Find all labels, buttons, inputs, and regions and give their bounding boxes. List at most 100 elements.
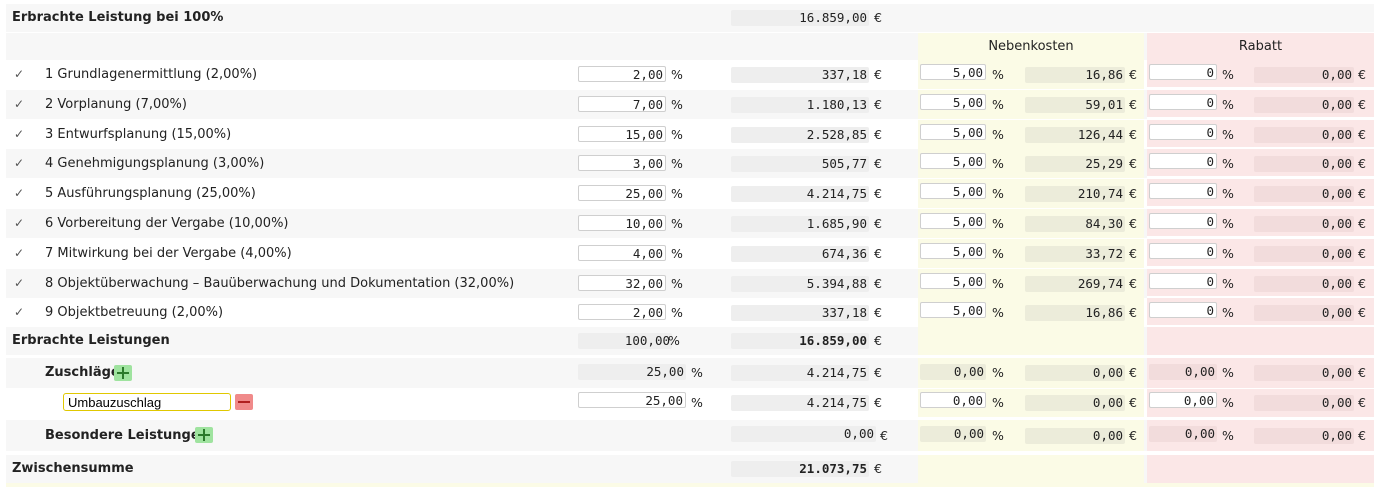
umbau-rb-pct-input[interactable]: 0,00	[1149, 392, 1217, 408]
phase-rb-pct-input[interactable]: 0	[1149, 302, 1217, 318]
phase-nk-pct-input[interactable]: 5,00	[920, 94, 986, 110]
phase-nk-amount: 25,29	[1025, 156, 1125, 172]
phase-checkbox[interactable]: ✓	[14, 127, 25, 141]
phase-nk-pct-input[interactable]: 5,00	[920, 183, 986, 199]
phase-nk-pct-input[interactable]: 5,00	[920, 153, 986, 169]
zuschlaege-nk-pct-unit: %	[992, 365, 1004, 380]
phase-pct-unit: %	[671, 246, 683, 261]
zwischensumme-nk-cell	[918, 455, 1144, 483]
phase-nk-cell: 5,00% 126,44 €	[918, 120, 1144, 149]
phase-currency: €	[874, 156, 882, 171]
phase-nk-pct-unit: %	[992, 246, 1004, 261]
phase-pct-input[interactable]: 2,00	[578, 66, 666, 82]
phase-rb-pct-input[interactable]: 0	[1149, 243, 1217, 259]
phase-rb-pct-input[interactable]: 0	[1149, 183, 1217, 199]
phase-pct-unit: %	[671, 97, 683, 112]
besondere-currency: €	[880, 428, 888, 443]
umbau-nk-pct-input[interactable]: 0,00	[920, 392, 986, 408]
phase-pct-unit: %	[671, 67, 683, 82]
phase-amount: 337,18	[731, 67, 869, 83]
phase-checkbox[interactable]: ✓	[14, 67, 25, 81]
zuschlaege-row: Zuschläge 25,00 % 4.214,75 € 0,00 % 0,00…	[6, 358, 1374, 388]
phase-rb-pct-input[interactable]: 0	[1149, 124, 1217, 140]
phase-pct-input[interactable]: 3,00	[578, 155, 666, 171]
add-zuschlag-button[interactable]	[114, 365, 132, 381]
phase-rb-currency: €	[1358, 276, 1366, 291]
phase-pct-input[interactable]: 2,00	[578, 304, 666, 320]
phase-rb-pct-unit: %	[1222, 127, 1234, 142]
phase-amount: 1.180,13	[731, 97, 869, 113]
phase-checkbox[interactable]: ✓	[14, 276, 25, 290]
phase-row: ✓ 9 Objektbetreuung (2,00%) 2,00% 337,18 €5,…	[6, 298, 1374, 327]
phase-rb-pct-input[interactable]: 0	[1149, 64, 1217, 80]
besondere-rb-cell: 0,00 % 0,00 €	[1147, 420, 1374, 451]
phase-checkbox[interactable]: ✓	[14, 246, 25, 260]
phase-pct-input[interactable]: 25,00	[578, 185, 666, 201]
phase-checkbox[interactable]: ✓	[14, 216, 25, 230]
phase-pct-unit: %	[671, 216, 683, 231]
add-besondere-button[interactable]	[195, 427, 213, 443]
phase-rb-amount: 0,00	[1254, 67, 1354, 83]
zuschlaege-nk-cell: 0,00 % 0,00 €	[918, 358, 1144, 388]
phase-nk-currency: €	[1129, 305, 1137, 320]
phase-nk-pct-input[interactable]: 5,00	[920, 302, 986, 318]
phase-pct-unit: %	[671, 276, 683, 291]
phase-checkbox[interactable]: ✓	[14, 186, 25, 200]
phase-nk-pct-input[interactable]: 5,00	[920, 273, 986, 289]
remove-umbau-button[interactable]	[235, 394, 253, 410]
phase-pct-input[interactable]: 10,00	[578, 215, 666, 231]
phase-nk-pct-input[interactable]: 5,00	[920, 64, 986, 80]
umbau-pct-input[interactable]: 25,00	[578, 392, 686, 408]
umbau-row: 25,00 % 4.214,75 € 0,00 % 0,00 € 0,00 % …	[6, 389, 1374, 417]
zwischensumme-label: Zwischensumme	[12, 461, 134, 476]
phase-checkbox[interactable]: ✓	[14, 156, 25, 170]
phase-rb-cell: 0% 0,00 €	[1147, 298, 1374, 327]
phase-pct-input[interactable]: 7,00	[578, 96, 666, 112]
phase-currency: €	[874, 97, 882, 112]
phase-rb-amount: 0,00	[1254, 127, 1354, 143]
phase-amount: 4.214,75	[731, 186, 869, 202]
phase-nk-pct-input[interactable]: 5,00	[920, 213, 986, 229]
umbau-rb-currency: €	[1358, 395, 1366, 410]
zuschlaege-amount: 4.214,75	[731, 365, 869, 381]
umbau-currency: €	[874, 395, 882, 410]
phase-rb-pct-input[interactable]: 0	[1149, 94, 1217, 110]
phase-nk-pct-input[interactable]: 5,00	[920, 243, 986, 259]
phase-nk-cell: 5,00% 16,86 €	[918, 298, 1144, 327]
phase-rb-pct-input[interactable]: 0	[1149, 153, 1217, 169]
phase-pct-input[interactable]: 15,00	[578, 126, 666, 142]
phase-pct-input[interactable]: 4,00	[578, 245, 666, 261]
phase-rb-currency: €	[1358, 97, 1366, 112]
phase-nk-cell: 5,00% 210,74 €	[918, 179, 1144, 208]
phase-label: 8 Objektüberwachung – Bauüberwachung und…	[45, 276, 515, 291]
besondere-nk-pct: 0,00	[920, 426, 986, 442]
zuschlaege-pct-unit: %	[691, 365, 703, 380]
summary-total: 16.859,00	[731, 333, 869, 349]
phase-rb-pct-input[interactable]: 0	[1149, 273, 1217, 289]
besondere-nk-currency: €	[1129, 428, 1137, 443]
phase-rb-cell: 0% 0,00 €	[1147, 269, 1374, 298]
phase-nk-pct-unit: %	[992, 156, 1004, 171]
phase-pct-input[interactable]: 32,00	[578, 275, 666, 291]
umbau-nk-pct-unit: %	[992, 395, 1004, 410]
zuschlaege-rb-cell: 0,00 % 0,00 €	[1147, 358, 1374, 388]
top-label: Erbrachte Leistung bei 100%	[12, 10, 224, 25]
phase-nk-pct-input[interactable]: 5,00	[920, 124, 986, 140]
phase-rb-amount: 0,00	[1254, 156, 1354, 172]
phase-pct-unit: %	[671, 305, 683, 320]
phase-checkbox[interactable]: ✓	[14, 305, 25, 319]
phase-nk-cell: 5,00% 269,74 €	[918, 269, 1144, 298]
nebenkosten-header: Nebenkosten	[988, 39, 1074, 54]
phase-rb-currency: €	[1358, 216, 1366, 231]
phase-label: 4 Genehmigungsplanung (3,00%)	[45, 156, 265, 171]
phase-rb-amount: 0,00	[1254, 186, 1354, 202]
phase-rb-pct-input[interactable]: 0	[1149, 213, 1217, 229]
phase-row: ✓ 7 Mitwirkung bei der Vergabe (4,00%) 4,0…	[6, 239, 1374, 268]
phase-amount: 674,36	[731, 246, 869, 262]
phase-rb-amount: 0,00	[1254, 97, 1354, 113]
phase-label: 3 Entwurfsplanung (15,00%)	[45, 127, 232, 142]
phase-rb-cell: 0% 0,00 €	[1147, 239, 1374, 268]
phase-checkbox[interactable]: ✓	[14, 97, 25, 111]
umbau-name-input[interactable]	[63, 393, 231, 411]
phase-rb-amount: 0,00	[1254, 305, 1354, 321]
